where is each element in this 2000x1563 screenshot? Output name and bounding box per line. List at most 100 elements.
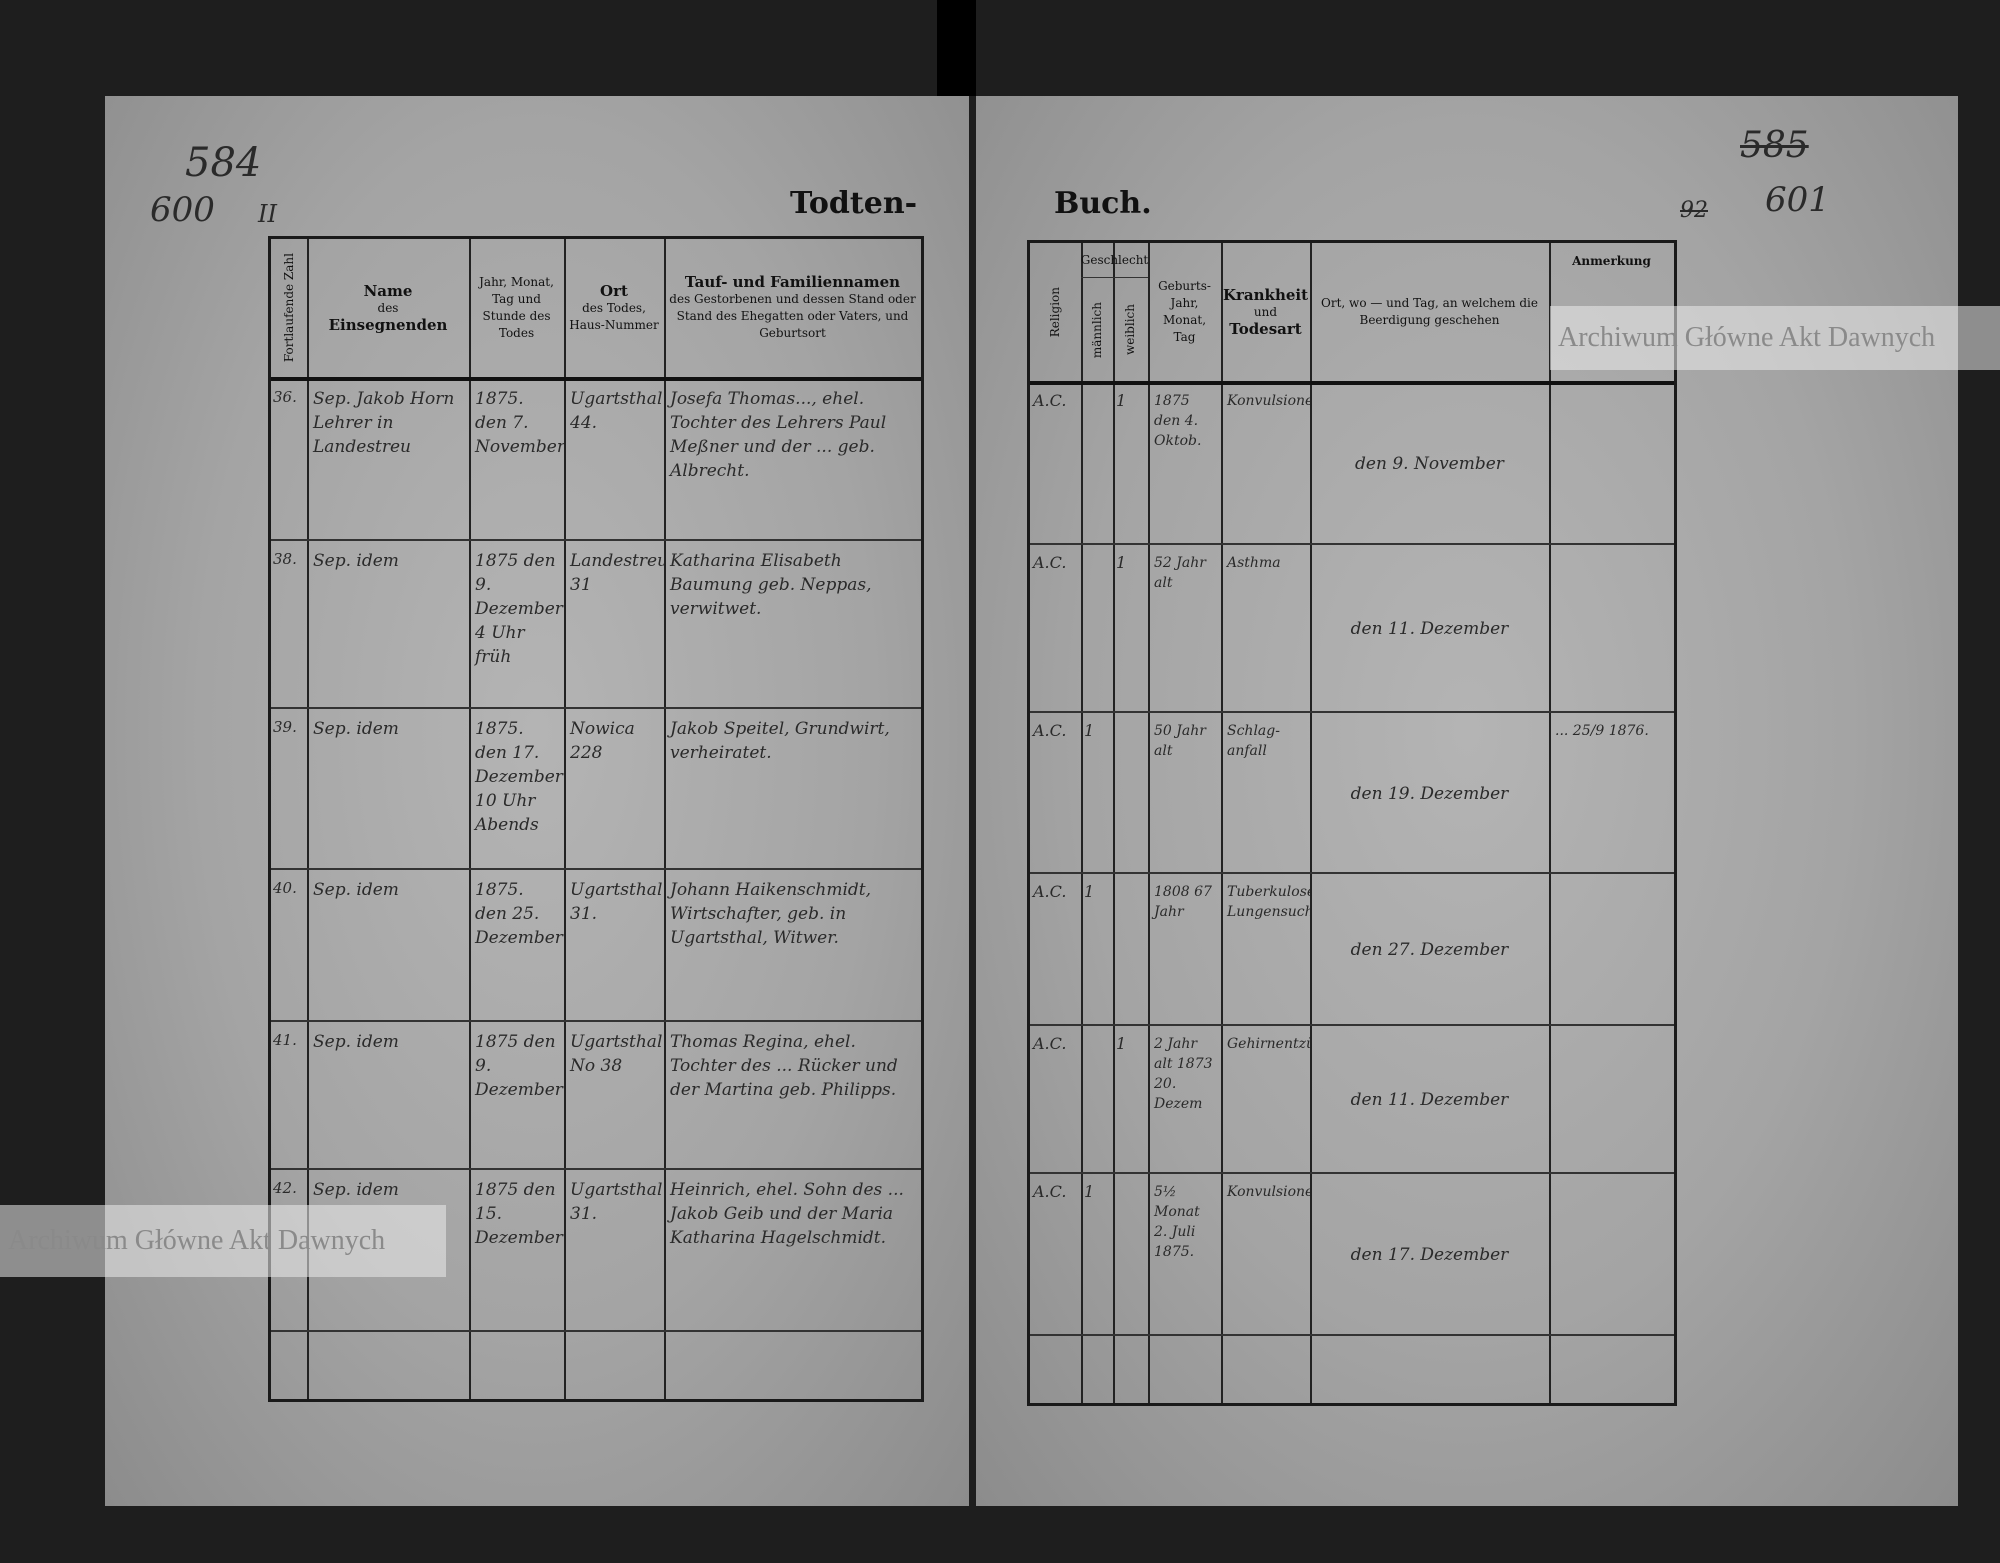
- cell-place: Ugartsthal 44.: [570, 389, 663, 433]
- header-sex-group-label: Geschlecht: [1080, 252, 1149, 267]
- watermark-left: Archiwum Główne Akt Dawnych: [0, 1205, 446, 1277]
- cell-birth: 1875 den 4. Oktob.: [1154, 393, 1202, 449]
- column-divider: [307, 239, 309, 1399]
- cell-note: [1549, 876, 1674, 1024]
- cell-nr: 36.: [273, 388, 297, 406]
- cell-disease: Schlag-anfall: [1227, 723, 1280, 759]
- header-disease: Krankheit und Todesart: [1221, 243, 1310, 381]
- row-divider: [1030, 1334, 1674, 1336]
- cell-name: Sep. idem: [313, 1032, 399, 1052]
- header-male-label: männlich: [1089, 301, 1104, 359]
- row-divider: [271, 1330, 921, 1332]
- page-number-new-left: 600: [150, 190, 215, 230]
- header-female: weiblich: [1113, 279, 1148, 381]
- page-number-old-right: 585: [1740, 125, 1809, 166]
- header-religion: Religion: [1030, 243, 1081, 381]
- title-left: Todten-: [790, 186, 918, 221]
- cell-place: Nowica 228: [570, 719, 635, 763]
- header-name-title2: Einsegnenden: [328, 315, 448, 334]
- cell-note: [1549, 385, 1674, 543]
- cell-place: Ugartsthal 31.: [570, 1180, 663, 1224]
- header-birth: Geburts-Jahr, Monat, Tag: [1148, 243, 1221, 381]
- cell-place: Landestreu 31: [570, 551, 664, 595]
- cell-name: Sep. idem: [313, 719, 399, 739]
- cell-nr: 42.: [273, 1179, 297, 1197]
- row-divider: [1030, 1024, 1674, 1026]
- cell-date: 1875 den 9. Dezember 4 Uhr früh: [475, 551, 563, 667]
- cell-date: 1875. den 7. November: [475, 389, 564, 457]
- cell-religion: A.C.: [1033, 1182, 1067, 1201]
- header-place-label: des Todes, Haus-Nummer: [569, 300, 659, 332]
- cell-female: [1113, 1176, 1148, 1334]
- header-deceased-title: Tauf- und Familiennamen: [684, 273, 901, 291]
- row-divider: [271, 539, 921, 541]
- cell-male: [1081, 547, 1113, 711]
- cell-birth: 1808 67 Jahr: [1154, 884, 1212, 920]
- cell-male: 1: [1084, 721, 1095, 740]
- cell-male: [1081, 385, 1113, 543]
- cell-name: Sep. idem: [313, 880, 399, 900]
- cell-religion: A.C.: [1033, 1034, 1067, 1053]
- row-divider: [1030, 381, 1674, 385]
- header-birth-label: Geburts-Jahr, Monat, Tag: [1158, 279, 1211, 344]
- page-mark-right: 92: [1680, 198, 1708, 223]
- cell-note: ... 25/9 1876.: [1555, 723, 1649, 739]
- cell-place: Ugartsthal 31.: [570, 880, 663, 924]
- header-date: Jahr, Monat, Tag und Stunde des Todes: [469, 239, 564, 377]
- cell-birth: 52 Jahr alt: [1154, 555, 1206, 591]
- cell-female: 1: [1116, 1034, 1127, 1053]
- cell-deceased: Heinrich, ehel. Sohn des ... Jakob Geib …: [670, 1180, 904, 1248]
- right-register-table: Religion Geschlecht männlich weiblich Geburt…: [1027, 240, 1677, 1406]
- cell-burial: den 17. Dezember: [1350, 1245, 1509, 1265]
- cell-disease: Konvulsionen: [1227, 1184, 1310, 1200]
- left-register-table: Fortlaufende Zahl Name des Einsegnenden Jahr…: [268, 236, 924, 1402]
- column-divider: [664, 239, 666, 1399]
- row-divider: [1030, 543, 1674, 545]
- cell-burial: den 27. Dezember: [1350, 940, 1509, 960]
- row-divider: [271, 868, 921, 870]
- header-note: Anmerkung: [1549, 243, 1674, 381]
- column-divider: [1549, 243, 1551, 1403]
- cell-nr: 39.: [273, 718, 297, 736]
- cell-note: [1549, 547, 1674, 711]
- header-burial: Ort, wo — und Tag, an welchem die Beerdi…: [1310, 243, 1549, 381]
- cell-date: 1875 den 15. Dezember: [475, 1180, 563, 1248]
- cell-date: 1875. den 17. Dezember 10 Uhr Abends: [475, 719, 563, 835]
- cell-deceased: Josefa Thomas..., ehel. Tochter des Lehr…: [670, 389, 887, 481]
- sex-subheader-divider: [1081, 277, 1148, 278]
- row-divider: [271, 377, 921, 381]
- cell-deceased: Katharina Elisabeth Baumung geb. Neppas,…: [670, 551, 872, 619]
- header-burial-label: Ort, wo — und Tag, an welchem die Beerdi…: [1321, 296, 1538, 327]
- row-divider: [1030, 1172, 1674, 1174]
- cell-disease: Tuberkulose Lungensucht: [1227, 884, 1310, 920]
- cell-deceased: Jakob Speitel, Grundwirt, verheiratet.: [670, 719, 890, 763]
- header-disease-title2: Todesart: [1229, 319, 1302, 338]
- cell-deceased: Johann Haikenschmidt, Wirtschafter, geb.…: [670, 880, 872, 948]
- row-divider: [271, 707, 921, 709]
- column-divider: [1148, 243, 1150, 1403]
- header-nr-label: Fortlaufende Zahl: [281, 253, 296, 363]
- cell-birth: 50 Jahr alt: [1154, 723, 1206, 759]
- header-disease-label: und: [1253, 304, 1278, 319]
- book-gutter: [937, 0, 976, 96]
- column-divider: [564, 239, 566, 1399]
- header-religion-label: Religion: [1048, 286, 1062, 338]
- cell-disease: Gehirnentzündung: [1227, 1036, 1310, 1052]
- header-female-label: weiblich: [1123, 304, 1137, 356]
- cell-birth: 2 Jahr alt 1873 20. Dezem: [1154, 1036, 1213, 1112]
- header-name-title: Name: [363, 281, 413, 300]
- row-divider: [271, 1020, 921, 1022]
- header-name: Name des Einsegnenden: [307, 239, 469, 377]
- cell-religion: A.C.: [1033, 391, 1067, 410]
- header-deceased-label: des Gestorbenen und dessen Stand oder St…: [669, 292, 916, 340]
- cell-note: [1549, 1176, 1674, 1334]
- cell-place: Ugartsthal No 38: [570, 1032, 663, 1076]
- cell-burial: den 11. Dezember: [1350, 1090, 1509, 1110]
- header-name-label: des: [377, 300, 399, 315]
- header-place: Ort des Todes, Haus-Nummer: [564, 239, 664, 377]
- cell-nr: 38.: [273, 550, 297, 568]
- column-divider: [1113, 243, 1115, 1403]
- header-date-label: Jahr, Monat, Tag und Stunde des Todes: [479, 275, 554, 340]
- column-divider: [1310, 243, 1312, 1403]
- cell-male: 1: [1084, 882, 1095, 901]
